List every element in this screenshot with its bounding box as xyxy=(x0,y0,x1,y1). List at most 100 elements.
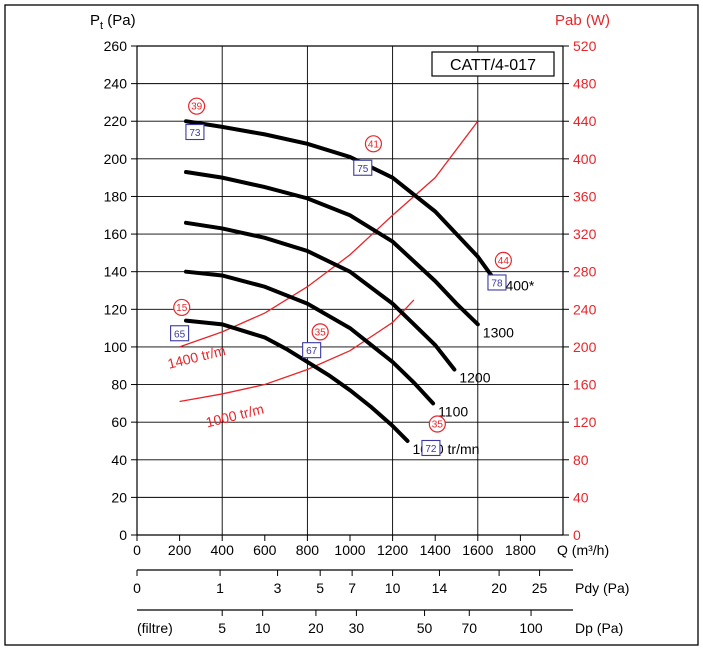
pressure-curve-line xyxy=(183,119,495,280)
y2-tick-label: 280 xyxy=(573,264,597,280)
pdy-tick-label: 0 xyxy=(133,580,141,596)
y-tick-label: 180 xyxy=(104,188,128,204)
efficiency-circle-marker xyxy=(428,415,446,433)
power-curve-label: 1000 tr/m xyxy=(204,401,265,431)
dp-tick-label: 20 xyxy=(308,620,324,636)
y-tick-label: 240 xyxy=(104,76,128,92)
pdy-tick-label: 1 xyxy=(216,580,224,596)
efficiency-circle-label: 39 xyxy=(191,102,203,113)
y2-tick-label: 320 xyxy=(573,226,597,242)
efficiency-square-marker xyxy=(170,325,190,342)
y2-tick-label: 40 xyxy=(573,489,589,505)
y2-axis-label: Pab (W) xyxy=(555,12,610,29)
y-tick-label: 120 xyxy=(104,301,128,317)
efficiency-circle-label: 35 xyxy=(315,327,327,338)
efficiency-circle-label: 15 xyxy=(176,303,188,314)
dp-scale-title: Dp (Pa) xyxy=(575,620,623,636)
power-curve-line xyxy=(179,120,479,348)
efficiency-circle-marker xyxy=(173,298,191,317)
pdy-tick-label: 10 xyxy=(385,580,401,596)
pressure-curve-line xyxy=(183,220,457,372)
pdy-tick-label: 14 xyxy=(432,580,448,596)
efficiency-square-marker xyxy=(185,123,205,141)
efficiency-circle-marker xyxy=(311,323,329,341)
dp-tick-label: 100 xyxy=(519,620,543,636)
efficiency-square-marker xyxy=(487,274,507,291)
x-tick-label: 1000 xyxy=(334,542,365,558)
title-box: CATT/4-017 xyxy=(431,51,555,77)
pressure-curve-line xyxy=(183,318,410,443)
dp-tick-label: 70 xyxy=(461,620,477,636)
y-tick-label: 220 xyxy=(104,113,128,129)
chart-frame xyxy=(4,4,699,646)
efficiency-square-marker xyxy=(421,439,441,457)
efficiency-square-marker xyxy=(302,342,322,359)
efficiency-circle-label: 41 xyxy=(368,139,380,150)
y2-tick-label: 240 xyxy=(573,301,597,317)
pdy-tick-label: 7 xyxy=(348,580,356,596)
efficiency-square-marker xyxy=(353,159,373,176)
secondary-scales: 0 1 3 5 7 10 14 20 25 Pdy (Pa) 5 10 20 30 50 70 100 (filt… xyxy=(133,569,629,636)
x-tick-label: 400 xyxy=(211,542,235,558)
pdy-tick-label: 5 xyxy=(316,580,324,596)
y-tick-label: 100 xyxy=(104,339,128,355)
efficiency-square-label: 65 xyxy=(174,329,186,340)
pressure-curve-line xyxy=(183,170,480,327)
efficiency-square-label: 73 xyxy=(189,128,201,139)
pressure-curve-label: 1300 xyxy=(483,324,514,340)
x-tick-label: 1800 xyxy=(505,542,536,558)
y-tick-label: 200 xyxy=(104,151,128,167)
dp-tick-label: 5 xyxy=(218,620,226,636)
dp-scale-prefix: (filtre) xyxy=(137,620,173,636)
axes: 0 20 40 60 80 100 120 140 160 180 200 220 240 260 0 40 8… xyxy=(104,38,609,558)
y-tick-label: 40 xyxy=(111,452,127,468)
efficiency-circle-marker xyxy=(188,97,206,115)
pdy-tick-label: 20 xyxy=(491,580,507,596)
x-tick-label: 1400 xyxy=(420,542,451,558)
pdy-tick-label: 25 xyxy=(532,580,548,596)
power-curve-line xyxy=(179,299,415,403)
dp-tick-label: 30 xyxy=(349,620,365,636)
y2-tick-label: 520 xyxy=(573,38,597,54)
dp-tick-label: 10 xyxy=(255,620,271,636)
efficiency-markers: 39 73 41 75 44 78 15 65 35 67 35 72 xyxy=(170,97,512,457)
x-tick-label: 200 xyxy=(168,542,192,558)
pressure-curve-label: 1100 xyxy=(438,403,468,419)
pressure-curve-label: 1400* xyxy=(498,277,535,293)
y2-tick-label: 440 xyxy=(573,113,597,129)
y-tick-label: 260 xyxy=(104,38,128,54)
chart-title: CATT/4-017 xyxy=(450,57,536,74)
efficiency-square-label: 78 xyxy=(491,278,503,289)
y2-tick-label: 360 xyxy=(573,188,597,204)
y2-tick-label: 160 xyxy=(573,377,597,393)
y-tick-label: 20 xyxy=(111,489,127,505)
y-tick-label: 80 xyxy=(111,377,127,393)
y-axis-label-sub: t xyxy=(100,20,103,32)
efficiency-square-label: 67 xyxy=(306,346,318,357)
efficiency-circle-marker xyxy=(494,251,512,270)
efficiency-square-label: 72 xyxy=(425,444,437,455)
pressure-curve-line xyxy=(183,269,436,406)
x-tick-label: 600 xyxy=(253,542,277,558)
pressure-curve-label: 1200 xyxy=(459,369,490,385)
y-tick-label: 60 xyxy=(111,414,127,430)
y-axis-label: Pt (Pa) xyxy=(90,12,136,32)
y-tick-label: 140 xyxy=(104,264,128,280)
efficiency-circle-label: 44 xyxy=(498,256,510,267)
x-tick-label: 0 xyxy=(133,542,141,558)
y2-tick-label: 200 xyxy=(573,339,597,355)
efficiency-circle-marker xyxy=(364,135,383,153)
y-tick-label: 160 xyxy=(104,226,128,242)
x-tick-label: 1200 xyxy=(377,542,408,558)
y2-tick-label: 80 xyxy=(573,452,589,468)
y2-tick-label: 0 xyxy=(573,527,581,543)
x-axis-title: Q (m³/h) xyxy=(557,542,609,558)
x-tick-label: 1600 xyxy=(462,542,493,558)
dp-tick-label: 50 xyxy=(417,620,433,636)
efficiency-square-label: 75 xyxy=(357,164,369,175)
efficiency-circle-label: 35 xyxy=(432,420,444,431)
y-tick-label: 0 xyxy=(119,527,127,543)
y2-tick-label: 120 xyxy=(573,414,597,430)
